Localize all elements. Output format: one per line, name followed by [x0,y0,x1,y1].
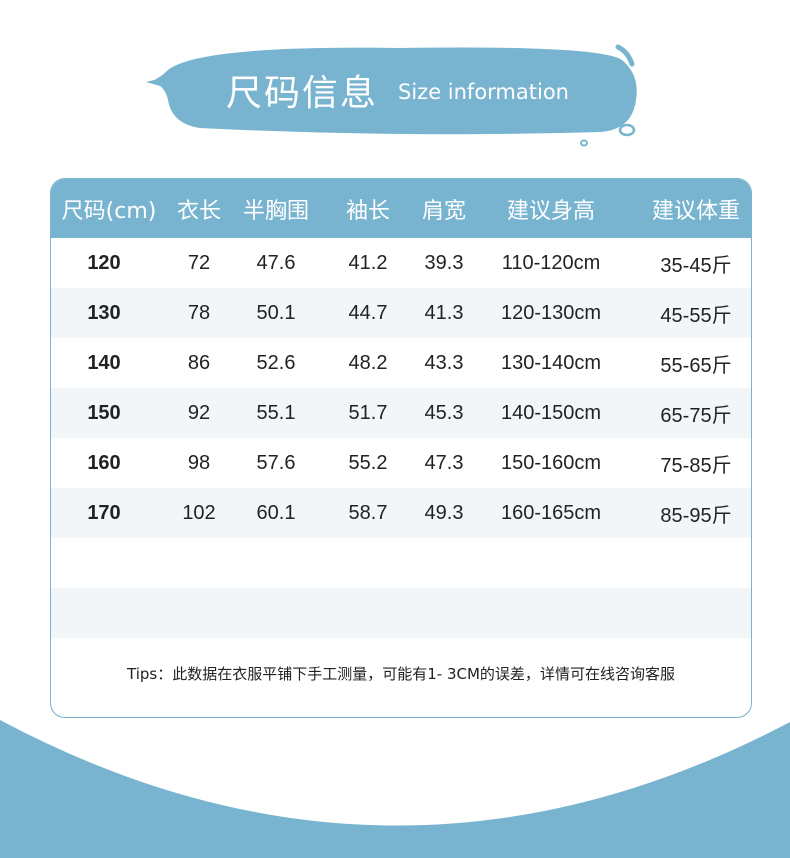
header-sleeve: 袖长 [345,198,391,224]
table-row: 120 72 47.6 41.2 39.3 110-120cm 35-45斤 [51,238,751,288]
banner-subtitle: Size information [398,80,569,104]
cell-size: 140 [87,351,121,374]
table-row: 160 98 57.6 55.2 47.3 150-160cm 75-85斤 [51,438,751,488]
cell-weight: 85-95斤 [660,504,732,527]
cell-sleeve: 55.2 [348,451,388,474]
table-row: 170 102 60.1 58.7 49.3 160-165cm 85-95斤 [51,488,751,538]
cell-sleeve: 51.7 [348,401,388,424]
header-weight: 建议体重 [651,198,741,224]
header-height: 建议身高 [506,198,596,224]
cell-shoulder: 49.3 [424,501,464,524]
cell-sleeve: 58.7 [348,501,388,524]
cell-weight: 55-65斤 [660,354,732,377]
cell-half-chest: 47.6 [256,251,296,274]
cell-size: 130 [87,301,121,324]
cell-shoulder: 43.3 [424,351,464,374]
table-header: 尺码(cm) 衣长 半胸围 袖长 肩宽 建议身高 建议体重 [51,179,751,238]
speech-bubble [150,47,637,135]
cell-half-chest: 57.6 [256,451,296,474]
cell-length: 72 [187,251,211,274]
header-size: 尺码(cm) [61,198,157,224]
cell-weight: 45-55斤 [660,304,732,327]
table-row: 150 92 55.1 51.7 45.3 140-150cm 65-75斤 [51,388,751,438]
banner-title: 尺码信息 [226,73,379,114]
cell-height: 110-120cm [501,251,601,274]
cell-sleeve: 48.2 [348,351,388,374]
cell-length: 78 [187,301,211,324]
cell-length: 86 [187,351,211,374]
cell-shoulder: 47.3 [424,451,464,474]
cell-half-chest: 60.1 [256,501,296,524]
size-table: 尺码(cm) 衣长 半胸围 袖长 肩宽 建议身高 建议体重 120 72 47.6 4… [50,178,752,718]
cell-sleeve: 44.7 [348,301,388,324]
empty-row [51,588,751,638]
cell-length: 98 [187,451,211,474]
cell-weight: 35-45斤 [660,254,732,277]
cell-height: 160-165cm [500,501,602,524]
header-shoulder: 肩宽 [421,198,467,224]
cell-half-chest: 52.6 [256,351,296,374]
cell-height: 140-150cm [500,401,602,424]
cell-weight: 75-85斤 [660,454,732,477]
cell-shoulder: 39.3 [424,251,464,274]
cell-size: 120 [87,251,121,274]
cell-height: 150-160cm [500,451,602,474]
tips-text: Tips：此数据在衣服平铺下手工测量，可能有1- 3CM的误差，详情可在线咨询客… [127,665,675,683]
cell-shoulder: 41.3 [424,301,464,324]
bottom-wave [0,720,790,858]
cell-length: 102 [182,501,216,524]
cell-height: 120-130cm [500,301,602,324]
cell-size: 150 [87,401,121,424]
cell-half-chest: 55.1 [256,401,296,424]
header-length: 衣长 [176,198,222,224]
cell-length: 92 [187,401,211,424]
table-row: 140 86 52.6 48.2 43.3 130-140cm 55-65斤 [51,338,751,388]
cell-shoulder: 45.3 [424,401,464,424]
cell-sleeve: 41.2 [348,251,388,274]
cell-half-chest: 50.1 [256,301,296,324]
cell-height: 130-140cm [500,351,602,374]
header-half-chest: 半胸围 [242,198,310,224]
cell-size: 170 [87,501,121,524]
table-row: 130 78 50.1 44.7 41.3 120-130cm 45-55斤 [51,288,751,338]
cell-size: 160 [87,451,121,474]
empty-row [51,538,751,588]
cell-weight: 65-75斤 [660,404,732,427]
